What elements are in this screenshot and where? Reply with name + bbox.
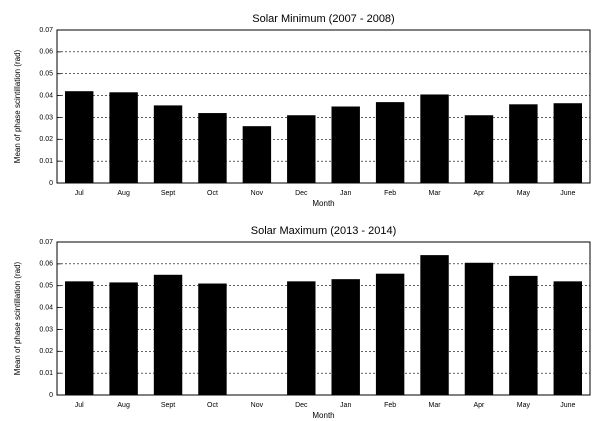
x-tick-label: Nov xyxy=(251,190,264,197)
y-tick-label: 0.02 xyxy=(39,348,53,355)
x-tick-label: Jul xyxy=(75,190,84,197)
bar xyxy=(331,279,360,395)
x-tick-label: Mar xyxy=(429,190,442,197)
x-tick-label: Dec xyxy=(295,190,308,197)
x-tick-label: Feb xyxy=(384,190,396,197)
y-tick-label: 0.05 xyxy=(39,71,53,78)
x-tick-label: Apr xyxy=(474,402,486,409)
x-tick-label: Jul xyxy=(75,402,84,409)
x-tick-label: Dec xyxy=(295,402,308,409)
chart-title: Solar Maximum (2013 - 2014) xyxy=(251,225,397,237)
y-tick-label: 0.07 xyxy=(39,239,53,246)
x-tick-label: May xyxy=(517,190,531,197)
x-tick-label: Oct xyxy=(207,190,218,197)
bar xyxy=(509,275,538,395)
x-tick-label: June xyxy=(560,190,575,197)
bar xyxy=(553,103,583,183)
x-tick-label: May xyxy=(517,402,531,409)
y-tick-label: 0.05 xyxy=(39,283,53,290)
y-axis-label: Mean of phase scintillation (rad) xyxy=(13,261,22,375)
bar xyxy=(509,104,538,183)
chart-title: Solar Minimum (2007 - 2008) xyxy=(252,13,394,25)
bar xyxy=(464,262,494,395)
bar xyxy=(553,281,583,395)
y-tick-label: 0.06 xyxy=(39,261,53,268)
y-tick-label: 0.01 xyxy=(39,158,53,165)
bar xyxy=(109,92,138,183)
x-axis-label: Month xyxy=(312,199,334,208)
x-tick-label: Nov xyxy=(251,402,264,409)
y-tick-label: 0 xyxy=(49,392,53,399)
bar xyxy=(464,115,494,183)
axes-box xyxy=(56,241,591,396)
bar xyxy=(153,274,183,395)
bar xyxy=(287,115,316,183)
x-tick-label: Feb xyxy=(384,402,396,409)
y-axis-label: Mean of phase scintillation (rad) xyxy=(13,49,22,163)
y-tick-label: 0.02 xyxy=(39,136,53,143)
y-tick-label: 0.06 xyxy=(39,49,53,56)
y-tick-label: 0.03 xyxy=(39,114,53,121)
bar xyxy=(420,94,449,183)
bar xyxy=(331,106,360,183)
y-tick-label: 0.07 xyxy=(39,27,53,34)
bar xyxy=(64,91,94,183)
x-tick-label: Jan xyxy=(340,190,351,197)
x-tick-label: Mar xyxy=(429,402,442,409)
x-tick-label: Sept xyxy=(161,402,175,409)
x-tick-label: Sept xyxy=(161,190,175,197)
x-tick-label: Aug xyxy=(117,402,130,409)
bar xyxy=(375,102,405,183)
axes-box xyxy=(56,29,591,184)
y-tick-label: 0.04 xyxy=(39,304,53,311)
x-tick-label: Jan xyxy=(340,402,351,409)
bar xyxy=(64,281,94,395)
bar xyxy=(198,113,227,183)
bar xyxy=(109,282,138,395)
bar xyxy=(287,281,316,395)
x-tick-label: June xyxy=(560,402,575,409)
y-tick-label: 0.01 xyxy=(39,370,53,377)
bar xyxy=(242,126,272,183)
x-tick-label: Apr xyxy=(474,190,486,197)
x-tick-label: Aug xyxy=(117,190,130,197)
bar xyxy=(375,273,405,395)
x-tick-label: Oct xyxy=(207,402,218,409)
y-tick-label: 0.04 xyxy=(39,92,53,99)
x-axis-label: Month xyxy=(312,411,334,420)
bar xyxy=(153,105,183,183)
bar xyxy=(420,255,449,395)
bar xyxy=(198,283,227,395)
y-tick-label: 0 xyxy=(49,180,53,187)
y-tick-label: 0.03 xyxy=(39,326,53,333)
